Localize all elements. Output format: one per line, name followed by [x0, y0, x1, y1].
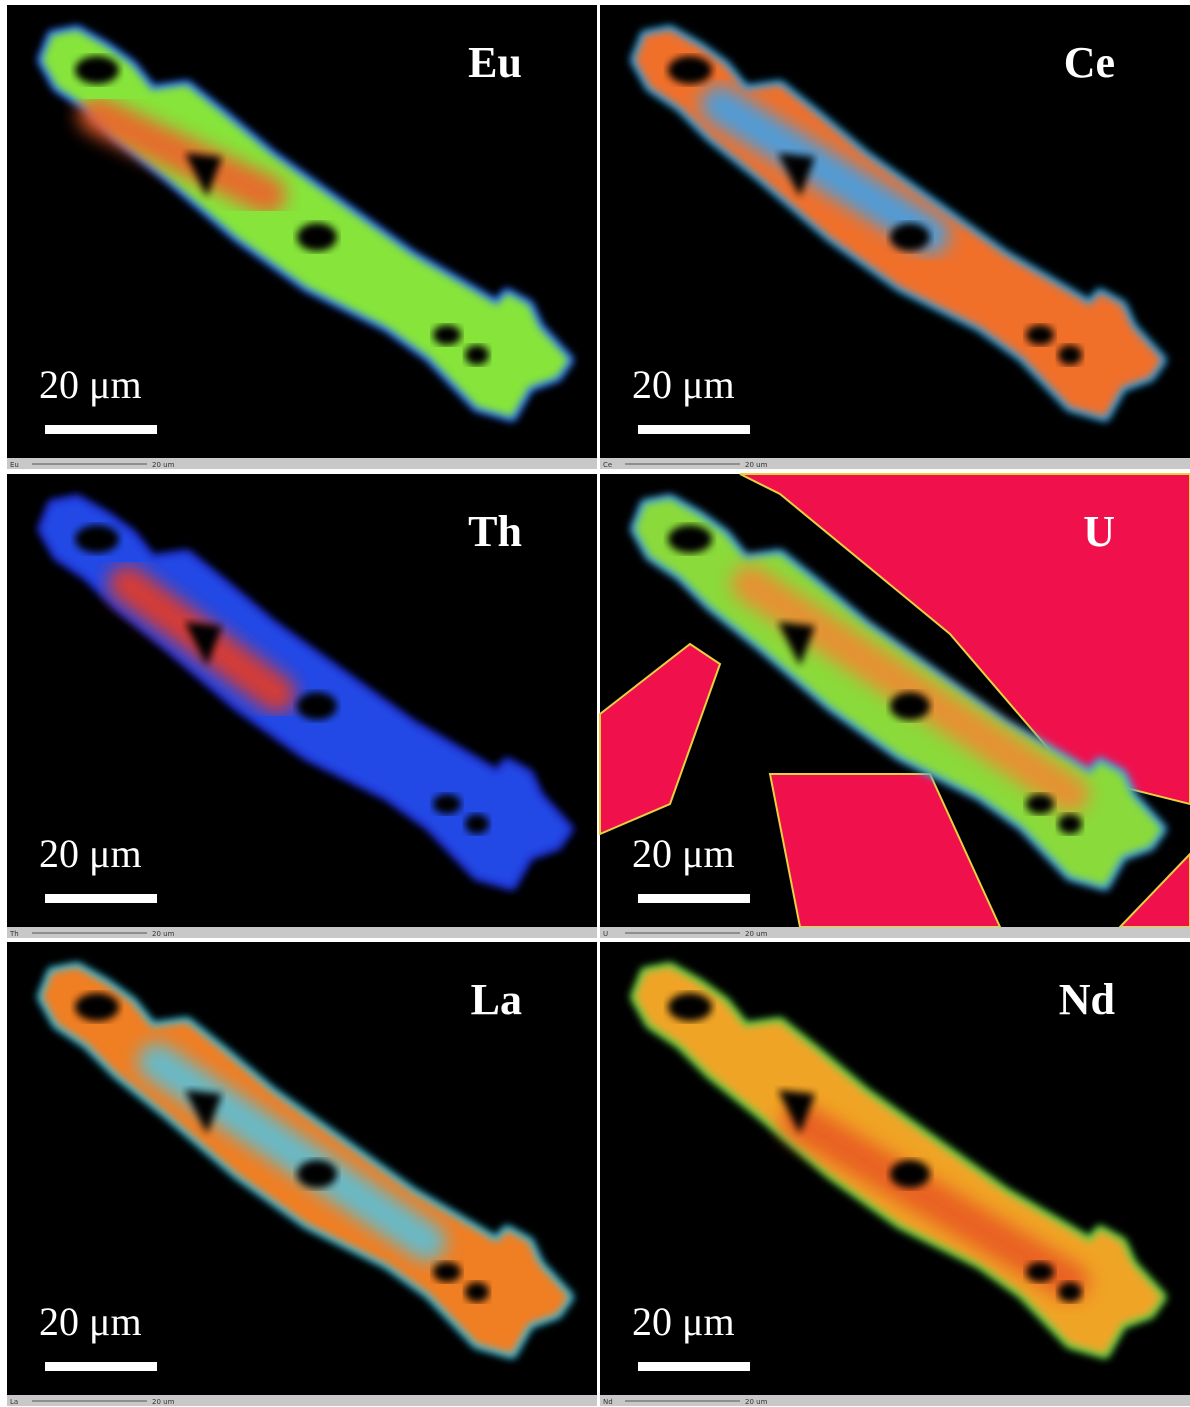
strip-background	[600, 458, 1190, 469]
element-label: La	[471, 975, 522, 1024]
grain-hole	[185, 1090, 222, 1134]
strip-scale: 20 um	[745, 461, 768, 469]
strip-element: Nd	[603, 1398, 613, 1406]
map-panel: U 20 μm	[599, 473, 1190, 928]
element-label: Th	[468, 507, 522, 556]
grain-hole	[668, 525, 712, 553]
grain-hole	[75, 993, 119, 1021]
grain-hole	[297, 692, 337, 720]
grain-hole	[890, 692, 930, 720]
element-label: Nd	[1059, 975, 1115, 1024]
scale-bar	[45, 425, 157, 434]
info-strip: Ce 20 um	[600, 458, 1190, 469]
grain-zone	[731, 565, 1089, 813]
strip-background	[7, 927, 597, 938]
strip-element: U	[603, 930, 608, 938]
grain-hole	[1026, 325, 1054, 345]
map-panel: Eu 20 μm	[7, 5, 597, 458]
grain-hole	[1058, 345, 1082, 365]
grain-hole	[668, 993, 712, 1021]
grain-hole	[1058, 814, 1082, 834]
grain-hole	[297, 1160, 337, 1188]
strip-background	[7, 1395, 597, 1406]
grain-hole	[778, 622, 815, 666]
grain-hole	[1026, 794, 1054, 814]
strip-scale: 20 um	[152, 930, 175, 938]
grain-hole	[297, 223, 337, 251]
strip-element: Th	[9, 930, 19, 938]
grain-hole	[1058, 1282, 1082, 1302]
scale-bar	[45, 1362, 157, 1371]
grain-hole	[185, 622, 222, 666]
map-panel: Nd 20 μm	[600, 942, 1190, 1395]
element-label: Eu	[468, 38, 522, 87]
strip-scale: 20 um	[745, 1398, 768, 1406]
scale-label: 20 μm	[632, 831, 735, 876]
grain-zone	[78, 96, 286, 214]
scale-bar	[638, 1362, 750, 1371]
grain-hole	[890, 223, 930, 251]
grain-hole	[75, 56, 119, 84]
scale-label: 20 μm	[39, 362, 142, 407]
info-strip: Nd 20 um	[600, 1395, 1190, 1406]
grain-zone	[701, 86, 949, 254]
info-strip: U 20 um	[600, 927, 1190, 938]
map-panel: Ce 20 μm	[600, 5, 1190, 458]
info-strip: Th 20 um	[7, 927, 597, 938]
grain-hole	[465, 1282, 489, 1302]
strip-element: La	[10, 1398, 18, 1406]
info-strip: Eu 20 um	[7, 458, 597, 469]
grain-hole	[433, 794, 461, 814]
grain-zone	[781, 1103, 1089, 1301]
info-strip: La 20 um	[7, 1395, 597, 1406]
strip-element: Eu	[10, 461, 19, 469]
grain-hole	[778, 1090, 815, 1134]
grain-hole	[185, 153, 222, 197]
scale-bar	[45, 894, 157, 903]
element-label: Ce	[1064, 38, 1115, 87]
scale-label: 20 μm	[39, 831, 142, 876]
scale-label: 20 μm	[39, 1299, 142, 1344]
strip-element: Ce	[603, 461, 612, 469]
grain-hole	[890, 1160, 930, 1188]
map-panel: La 20 μm	[7, 942, 597, 1395]
scale-bar	[638, 894, 750, 903]
grain-hole	[75, 525, 119, 553]
strip-background	[600, 1395, 1190, 1406]
scale-label: 20 μm	[632, 1299, 735, 1344]
grain-hole	[465, 345, 489, 365]
grain-body	[42, 30, 569, 417]
strip-background	[600, 927, 1190, 938]
grain-hole	[668, 56, 712, 84]
element-label: U	[1083, 507, 1115, 556]
grain-hole	[778, 153, 815, 197]
strip-scale: 20 um	[152, 461, 175, 469]
grain-hole	[433, 325, 461, 345]
scale-bar	[638, 425, 750, 434]
strip-background	[7, 458, 597, 469]
strip-scale: 20 um	[745, 930, 768, 938]
grain-hole	[465, 814, 489, 834]
map-panel: Th 20 μm	[7, 474, 597, 927]
grain-hole	[433, 1262, 461, 1282]
strip-scale: 20 um	[152, 1398, 175, 1406]
scale-label: 20 μm	[632, 362, 735, 407]
grain-hole	[1026, 1262, 1054, 1282]
background-phase	[599, 642, 722, 836]
